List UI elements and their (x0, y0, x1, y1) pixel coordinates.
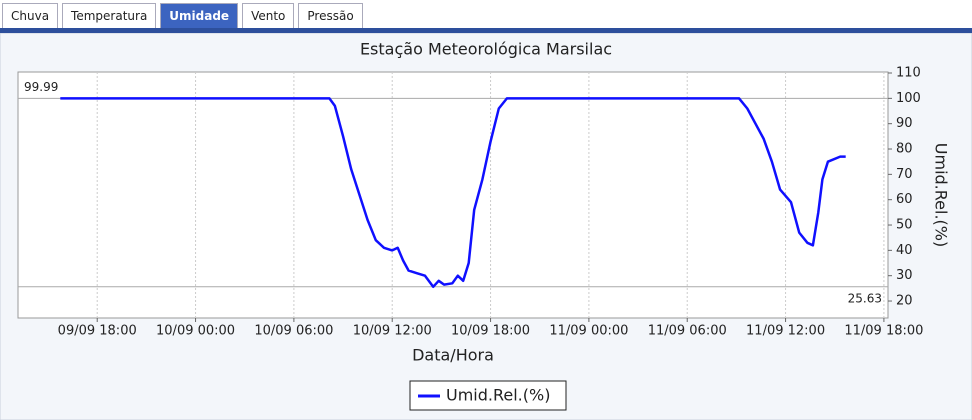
x-tick-label: 11/09 18:00 (844, 324, 923, 339)
tab-underline (0, 28, 972, 33)
x-tick-label: 10/09 06:00 (254, 324, 333, 339)
y-tick-label: 30 (896, 268, 913, 283)
tab[interactable]: Umidade (160, 3, 239, 28)
y-tick-label: 40 (896, 243, 913, 258)
x-tick-label: 11/09 12:00 (746, 324, 825, 339)
legend-box (409, 380, 567, 411)
legend-label: Umid.Rel.(%) (446, 386, 550, 405)
y-tick-label: 110 (896, 66, 921, 81)
tab[interactable]: Chuva (2, 3, 59, 28)
chart: Estação Meteorológica Marsilac Data/Hora… (0, 33, 972, 420)
x-tick-label: 09/09 18:00 (58, 324, 137, 339)
x-tick-label: 11/09 06:00 (648, 324, 727, 339)
y-tick-label: 70 (896, 167, 913, 182)
y-tick-label: 50 (896, 218, 913, 233)
tab[interactable]: Vento (242, 3, 295, 28)
x-tick-label: 11/09 00:00 (549, 324, 628, 339)
marker-label: 99.99 (24, 80, 58, 94)
y-tick-label: 20 (896, 294, 913, 309)
x-axis-label: Data/Hora (412, 346, 494, 365)
tab[interactable]: Temperatura (62, 3, 157, 28)
y-axis-label: Umid.Rel.(%) (932, 143, 951, 247)
marker-label: 25.63 (848, 291, 882, 305)
y-tick-label: 60 (896, 192, 913, 207)
tab-bar: Chuva Temperatura Umidade Vento Pressão (0, 0, 972, 28)
data-line (60, 97, 846, 289)
x-tick-label: 10/09 12:00 (353, 324, 432, 339)
y-tick-label: 80 (896, 142, 913, 157)
tab[interactable]: Pressão (298, 3, 363, 28)
x-tick-label: 10/09 00:00 (156, 324, 235, 339)
y-tick-label: 100 (896, 91, 921, 106)
plot-area (17, 71, 889, 319)
chart-title: Estação Meteorológica Marsilac (360, 40, 612, 59)
x-tick-label: 10/09 18:00 (451, 324, 530, 339)
y-tick-label: 90 (896, 116, 913, 131)
